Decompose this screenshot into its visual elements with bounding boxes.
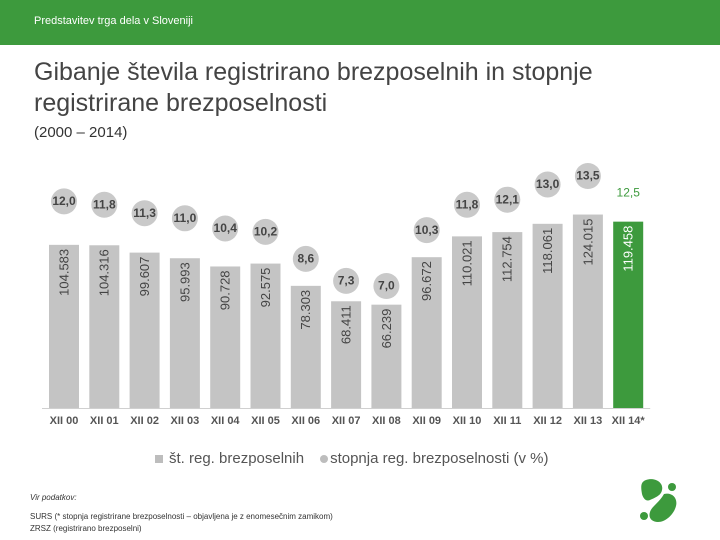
- bar-unemployed: [411, 257, 442, 408]
- rate-value-label: 12,0: [52, 194, 76, 208]
- bar-unemployed: [250, 263, 281, 408]
- bar-value-label: 68.411: [339, 305, 354, 344]
- source-line: SURS (* stopnja registrirane brezposelno…: [30, 512, 333, 521]
- rate-value-label: 7,0: [378, 279, 395, 293]
- bar-value-label: 96.672: [419, 261, 434, 301]
- rate-value-label: 10,2: [254, 225, 278, 239]
- rate-bubble: [171, 205, 198, 232]
- bar-value-label: 104.583: [56, 249, 71, 296]
- legend-rate-label: stopnja reg. brezposelnosti (v %): [330, 450, 549, 467]
- bar-unemployed: [89, 245, 120, 408]
- category-label: XII 13: [574, 415, 603, 427]
- bar-unemployed: [290, 285, 321, 408]
- bar-value-label: 110.021: [459, 240, 474, 286]
- presentation-title: Predstavitev trga dela v Sloveniji: [34, 15, 193, 27]
- bar-unemployed: [129, 252, 160, 408]
- bar-value-label: 95.993: [177, 262, 192, 302]
- category-label: XII 04: [211, 415, 241, 427]
- bar-unemployed: [532, 223, 563, 408]
- category-label: XII 06: [291, 415, 320, 427]
- rate-value-label: 12,1: [496, 192, 520, 206]
- rate-value-label: 12,5: [617, 186, 641, 200]
- bar-value-label: 119.458: [621, 226, 636, 272]
- category-label: XII 02: [130, 415, 159, 427]
- rate-value-label: 13,5: [576, 169, 600, 183]
- bar-unemployed: [492, 232, 523, 408]
- rate-bubble: [252, 218, 279, 245]
- rate-bubble: [413, 217, 440, 244]
- bar-value-label: 90.728: [218, 270, 233, 310]
- rate-value-label: 11,8: [93, 197, 116, 211]
- category-label: XII 01: [90, 415, 119, 427]
- bar-value-label: 104.316: [97, 249, 112, 296]
- top-bar: Predstavitev trga dela v Sloveniji: [0, 0, 720, 45]
- bar-unemployed: [210, 266, 241, 408]
- bar-value-label: 124.015: [580, 219, 595, 266]
- rate-value-label: 7,3: [338, 274, 355, 288]
- rate-value-label: 8,6: [297, 252, 314, 266]
- rate-bubble: [534, 171, 561, 198]
- bar-value-label: 118.061: [540, 228, 555, 274]
- legend-rate-swatch: [320, 454, 329, 463]
- rate-value-label: 11,8: [456, 197, 479, 211]
- bar-unemployed: [169, 258, 200, 408]
- bar-unemployed: [572, 214, 603, 408]
- bar-unemployed: [613, 221, 644, 408]
- category-label: XII 09: [412, 415, 441, 427]
- bar-value-label: 112.754: [500, 236, 515, 282]
- chart-legend: št. reg. brezposelnih stopnja reg. brezp…: [155, 450, 549, 467]
- rate-value-label: 10,3: [415, 223, 439, 237]
- category-label: XII 11: [493, 415, 521, 427]
- rate-bubble: [91, 191, 118, 218]
- rate-bubble: [292, 245, 319, 272]
- rate-value-label: 13,0: [536, 177, 560, 191]
- source-line: ZRSZ (registrirano brezposelni): [30, 524, 142, 533]
- category-label: XII 05: [251, 415, 280, 427]
- rate-bubble: [131, 200, 158, 227]
- rate-bubble: [212, 215, 239, 242]
- rate-bubble: [494, 186, 521, 213]
- logo-icon: [640, 479, 677, 522]
- rate-bubble: [373, 273, 400, 299]
- category-label: XII 07: [332, 415, 361, 427]
- category-label: XII 08: [372, 415, 401, 427]
- rate-bubble: [574, 163, 601, 189]
- category-label: XII 00: [50, 415, 79, 427]
- bar-unemployed: [371, 304, 402, 408]
- rate-bubble: [615, 179, 642, 206]
- legend-bar-swatch: [155, 454, 163, 463]
- bar-value-label: 92.575: [258, 268, 273, 308]
- rate-value-label: 10,4: [214, 221, 238, 235]
- rate-value-label: 11,3: [133, 206, 156, 220]
- bar-unemployed: [331, 301, 362, 408]
- legend-bar-label: št. reg. brezposelnih: [169, 450, 305, 467]
- slide-title: Gibanje števila registrirano brezposelni…: [34, 58, 593, 117]
- bar-unemployed: [452, 236, 482, 408]
- rate-bubble: [454, 191, 480, 218]
- category-label: XII 14*: [612, 415, 646, 427]
- bar-value-label: 66.239: [379, 309, 394, 349]
- bar-value-label: 78.303: [298, 290, 313, 330]
- data-source: Vir podatkov: SURS (* stopnja registrira…: [30, 492, 333, 535]
- source-heading: Vir podatkov:: [30, 493, 77, 502]
- slide-subtitle: (2000 – 2014): [34, 124, 128, 141]
- category-label: XII 12: [533, 415, 562, 427]
- rate-bubble: [51, 188, 77, 215]
- unemployment-chart: 104.583 12,0 XII 00 104.316 11,8 XII 01 99.607…: [42, 163, 651, 427]
- category-label: XII 03: [171, 415, 200, 427]
- rate-bubble: [333, 267, 360, 294]
- bar-value-label: 99.607: [137, 257, 152, 297]
- rate-value-label: 11,0: [174, 211, 197, 225]
- category-label: XII 10: [453, 415, 482, 427]
- bar-unemployed: [49, 244, 79, 408]
